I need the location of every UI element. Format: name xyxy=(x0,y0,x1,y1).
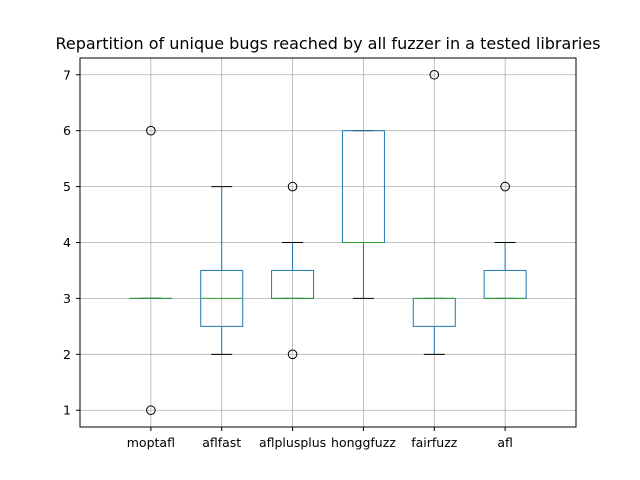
box-afl xyxy=(483,181,527,299)
outlier-point xyxy=(146,125,156,136)
outlier-point xyxy=(287,349,298,360)
y-tick-label: 7 xyxy=(63,67,71,82)
axes: 1 2 3 4 5 6 7 moptafl aflfast aflplusplus honggfuz… xyxy=(63,57,577,450)
x-tick-label: aflfast xyxy=(202,435,241,450)
x-tick-label: honggfuzz xyxy=(331,435,396,450)
y-tick-label: 2 xyxy=(63,347,71,362)
outlier-point xyxy=(500,181,510,192)
y-tick-label: 3 xyxy=(63,291,71,306)
x-tick-label: moptafl xyxy=(127,435,175,450)
y-tick-label: 5 xyxy=(63,179,71,194)
x-tick-label: aflplusplus xyxy=(259,435,326,450)
box-aflplusplus xyxy=(271,181,315,360)
boxes xyxy=(129,69,527,416)
outlier-point xyxy=(287,181,298,192)
outlier-point xyxy=(146,405,156,416)
box-fairfuzz xyxy=(412,69,456,355)
y-tick-label: 4 xyxy=(63,235,71,250)
box-aflfast xyxy=(200,186,244,355)
y-tick-label: 1 xyxy=(63,403,71,418)
x-tick-label: afl xyxy=(497,435,513,450)
chart-title: Repartition of unique bugs reached by al… xyxy=(55,34,600,53)
x-tick-label: fairfuzz xyxy=(411,435,458,450)
outlier-point xyxy=(429,69,440,80)
box-honggfuzz xyxy=(341,130,385,299)
box-moptafl xyxy=(129,125,173,416)
y-tick-label: 6 xyxy=(63,123,71,138)
